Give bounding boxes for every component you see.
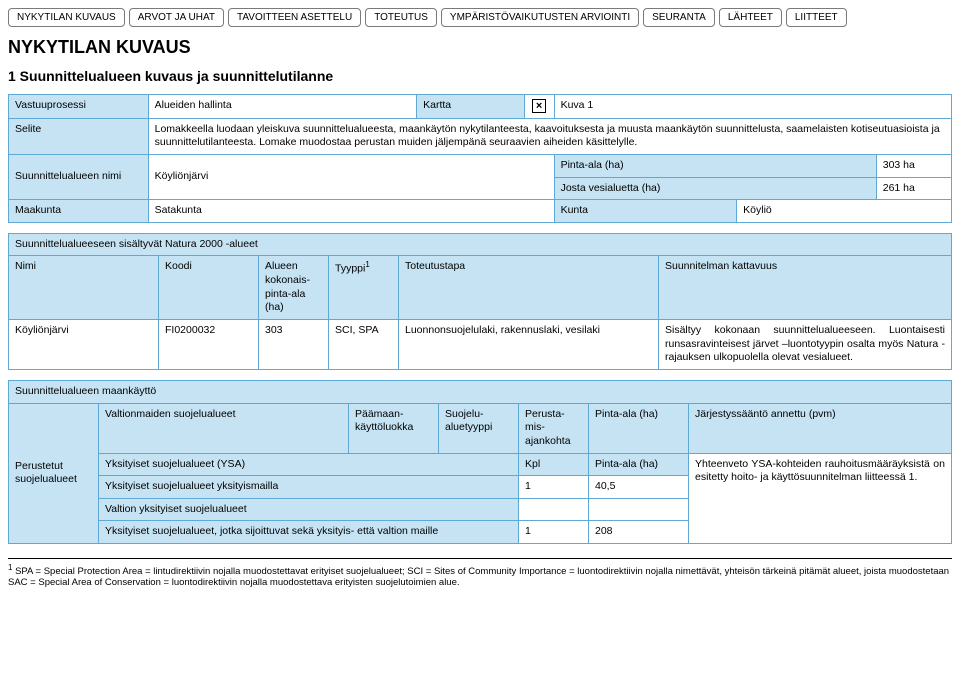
kunta-value: Köyliö [737,200,952,223]
mk-r1-c1: Valtionmaiden suojelualueet [99,403,349,453]
natura-col-kokonais: Alueen kokonais- pinta-ala (ha) [259,256,329,320]
mk-r1-c3: Suojelu- aluetyyppi [439,403,519,453]
tab-toteutus[interactable]: TOTEUTUS [365,8,437,27]
sanimi-label: Suunnittelualueen nimi [9,154,149,199]
natura-toteutustapa: Luonnonsuojelulaki, rakennuslaki, vesila… [399,320,659,370]
mk-r3-c4: 1 [519,476,589,499]
header-table: Vastuuprosessi Alueiden hallinta Kartta … [8,94,952,223]
tab-bar: NYKYTILAN KUVAUS ARVOT JA UHAT TAVOITTEE… [8,8,952,27]
natura-col-kattavuus: Suunnitelman kattavuus [659,256,952,320]
perustetut-label: Perustetut suojelualueet [9,403,99,543]
maankaytto-heading: Suunnittelualueen maankäyttö [9,380,952,403]
mk-r1-c4: Perusta- mis- ajankohta [519,403,589,453]
maankaytto-table: Suunnittelualueen maankäyttö Perustetut … [8,380,952,544]
natura-table: Suunnittelualueeseen sisältyvät Natura 2… [8,233,952,370]
mk-r2-c5: Pinta-ala (ha) [589,453,689,476]
josta-label: Josta vesialuetta (ha) [554,177,876,200]
natura-nimi: Köyliönjärvi [9,320,159,370]
maakunta-value: Satakunta [148,200,554,223]
kartta-checkbox[interactable]: × [524,95,554,119]
natura-kattavuus: Sisältyy kokonaan suunnittelualueeseen. … [659,320,952,370]
kartta-label: Kartta [417,95,524,119]
natura-heading: Suunnittelualueeseen sisältyvät Natura 2… [9,233,952,256]
maakunta-label: Maakunta [9,200,149,223]
kuva-label: Kuva 1 [554,95,951,119]
section-title: 1 Suunnittelualueen kuvaus ja suunnittel… [8,68,952,84]
tab-nykytilan[interactable]: NYKYTILAN KUVAUS [8,8,125,27]
tab-ymparisto[interactable]: YMPÄRISTÖVAIKUTUSTEN ARVIOINTI [441,8,639,27]
sanimi-value: Köyliönjärvi [148,154,554,199]
mk-r4-c1: Valtion yksityiset suojelualueet [99,498,519,521]
tab-tavoitteen[interactable]: TAVOITTEEN ASETTELU [228,8,361,27]
natura-col-nimi: Nimi [9,256,159,320]
josta-value: 261 ha [876,177,951,200]
mk-yhteenveto: Yhteenveto YSA-kohteiden rauhoitusmääräy… [689,453,952,544]
natura-kokonais: 303 [259,320,329,370]
footnote: 1 SPA = Special Protection Area = lintud… [8,558,952,588]
mk-r4-c5 [589,498,689,521]
mk-r5-c5: 208 [589,521,689,544]
kunta-label: Kunta [554,200,737,223]
mk-r1-c2: Päämaan- käyttöluokka [349,403,439,453]
vastuuprosessi-label: Vastuuprosessi [9,95,149,119]
natura-koodi: FI0200032 [159,320,259,370]
pinta-label: Pinta-ala (ha) [554,154,876,177]
page-title: NYKYTILAN KUVAUS [8,37,952,58]
natura-col-koodi: Koodi [159,256,259,320]
tab-liitteet[interactable]: LIITTEET [786,8,847,27]
mk-r3-c1: Yksityiset suojelualueet yksityismailla [99,476,519,499]
natura-col-tyyppi: Tyyppi1 [329,256,399,320]
natura-tyyppi: SCI, SPA [329,320,399,370]
mk-r1-c6: Järjestyssääntö annettu (pvm) [689,403,952,453]
mk-r1-c5: Pinta-ala (ha) [589,403,689,453]
vastuuprosessi-value: Alueiden hallinta [148,95,417,119]
tab-seuranta[interactable]: SEURANTA [643,8,715,27]
mk-r2-c1: Yksityiset suojelualueet (YSA) [99,453,519,476]
mk-r3-c5: 40,5 [589,476,689,499]
mk-r2-c4: Kpl [519,453,589,476]
pinta-value: 303 ha [876,154,951,177]
selite-text: Lomakkeella luodaan yleiskuva suunnittel… [148,118,951,154]
mk-r4-c4 [519,498,589,521]
natura-col-toteutustapa: Toteutustapa [399,256,659,320]
tab-lahteet[interactable]: LÄHTEET [719,8,782,27]
tab-arvot[interactable]: ARVOT JA UHAT [129,8,224,27]
selite-label: Selite [9,118,149,154]
mk-r5-c4: 1 [519,521,589,544]
mk-r5-c1: Yksityiset suojelualueet, jotka sijoittu… [99,521,519,544]
